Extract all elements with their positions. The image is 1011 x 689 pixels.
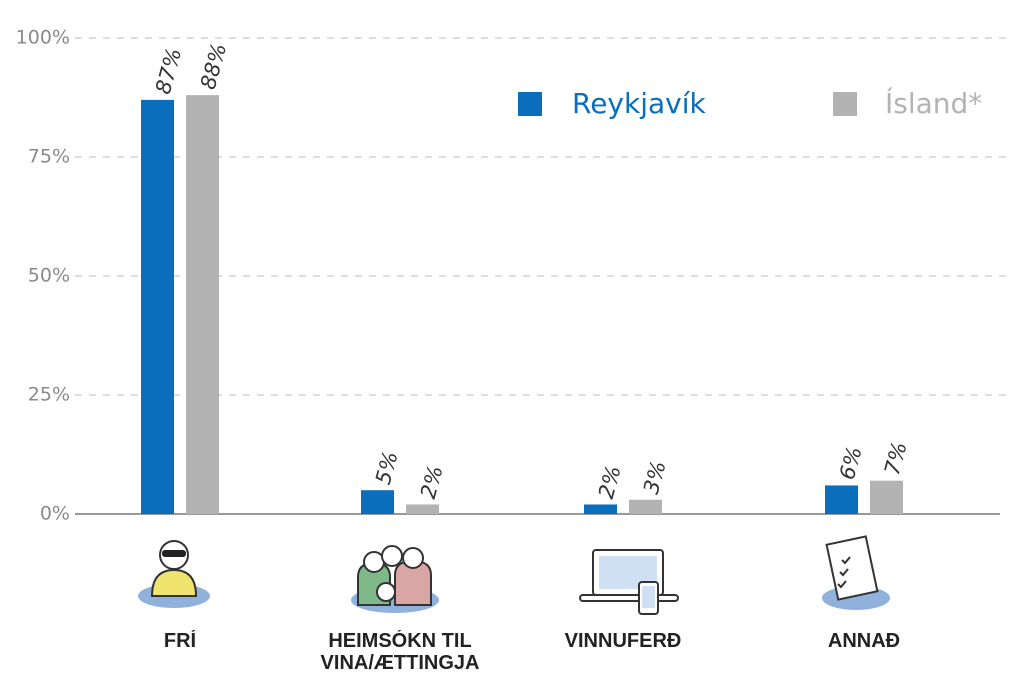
value-label: 3% — [639, 458, 671, 496]
y-tick-label: 0% — [40, 503, 70, 525]
x-tick-label: HEIMSÓKN TIL VINA/ÆTTINGJA — [320, 630, 480, 674]
y-tick-label: 75% — [28, 146, 70, 168]
bar — [141, 99, 174, 514]
x-tick-label-box: FRÍ — [163, 630, 197, 652]
value-label: 87% — [151, 45, 186, 96]
bar — [825, 485, 858, 514]
y-tick-label: 100% — [16, 27, 70, 49]
x-tick-label: VINNUFERÐ — [564, 630, 682, 652]
value-label: 88% — [196, 41, 231, 92]
bar — [870, 480, 903, 514]
bar — [186, 95, 219, 515]
bar — [629, 499, 662, 514]
value-label: 6% — [835, 444, 867, 482]
legend-label: Reykjavík — [572, 87, 706, 120]
icon-laptop — [579, 549, 679, 615]
x-tick-label: FRÍ — [163, 630, 197, 652]
x-tick-label: ANNAÐ — [827, 630, 901, 652]
value-label: 7% — [880, 439, 912, 477]
y-tick-label: 25% — [28, 384, 70, 406]
icon-family — [351, 545, 439, 613]
legend-swatch — [833, 92, 857, 116]
bar — [361, 490, 394, 514]
x-tick-label-box: HEIMSÓKN TIL VINA/ÆTTINGJA — [320, 630, 480, 674]
icon-holiday — [138, 540, 210, 608]
x-tick-label-box: ANNAÐ — [827, 630, 901, 652]
y-tick-label: 50% — [28, 265, 70, 287]
value-label: 2% — [416, 463, 448, 501]
icon-checklist — [822, 535, 890, 610]
legend-swatch — [518, 92, 542, 116]
bar — [584, 504, 617, 514]
legend-label: Ísland* — [885, 86, 982, 120]
value-label: 5% — [371, 449, 403, 487]
x-tick-label-box: VINNUFERÐ — [564, 630, 682, 652]
bar — [406, 504, 439, 514]
value-label: 2% — [594, 463, 626, 501]
